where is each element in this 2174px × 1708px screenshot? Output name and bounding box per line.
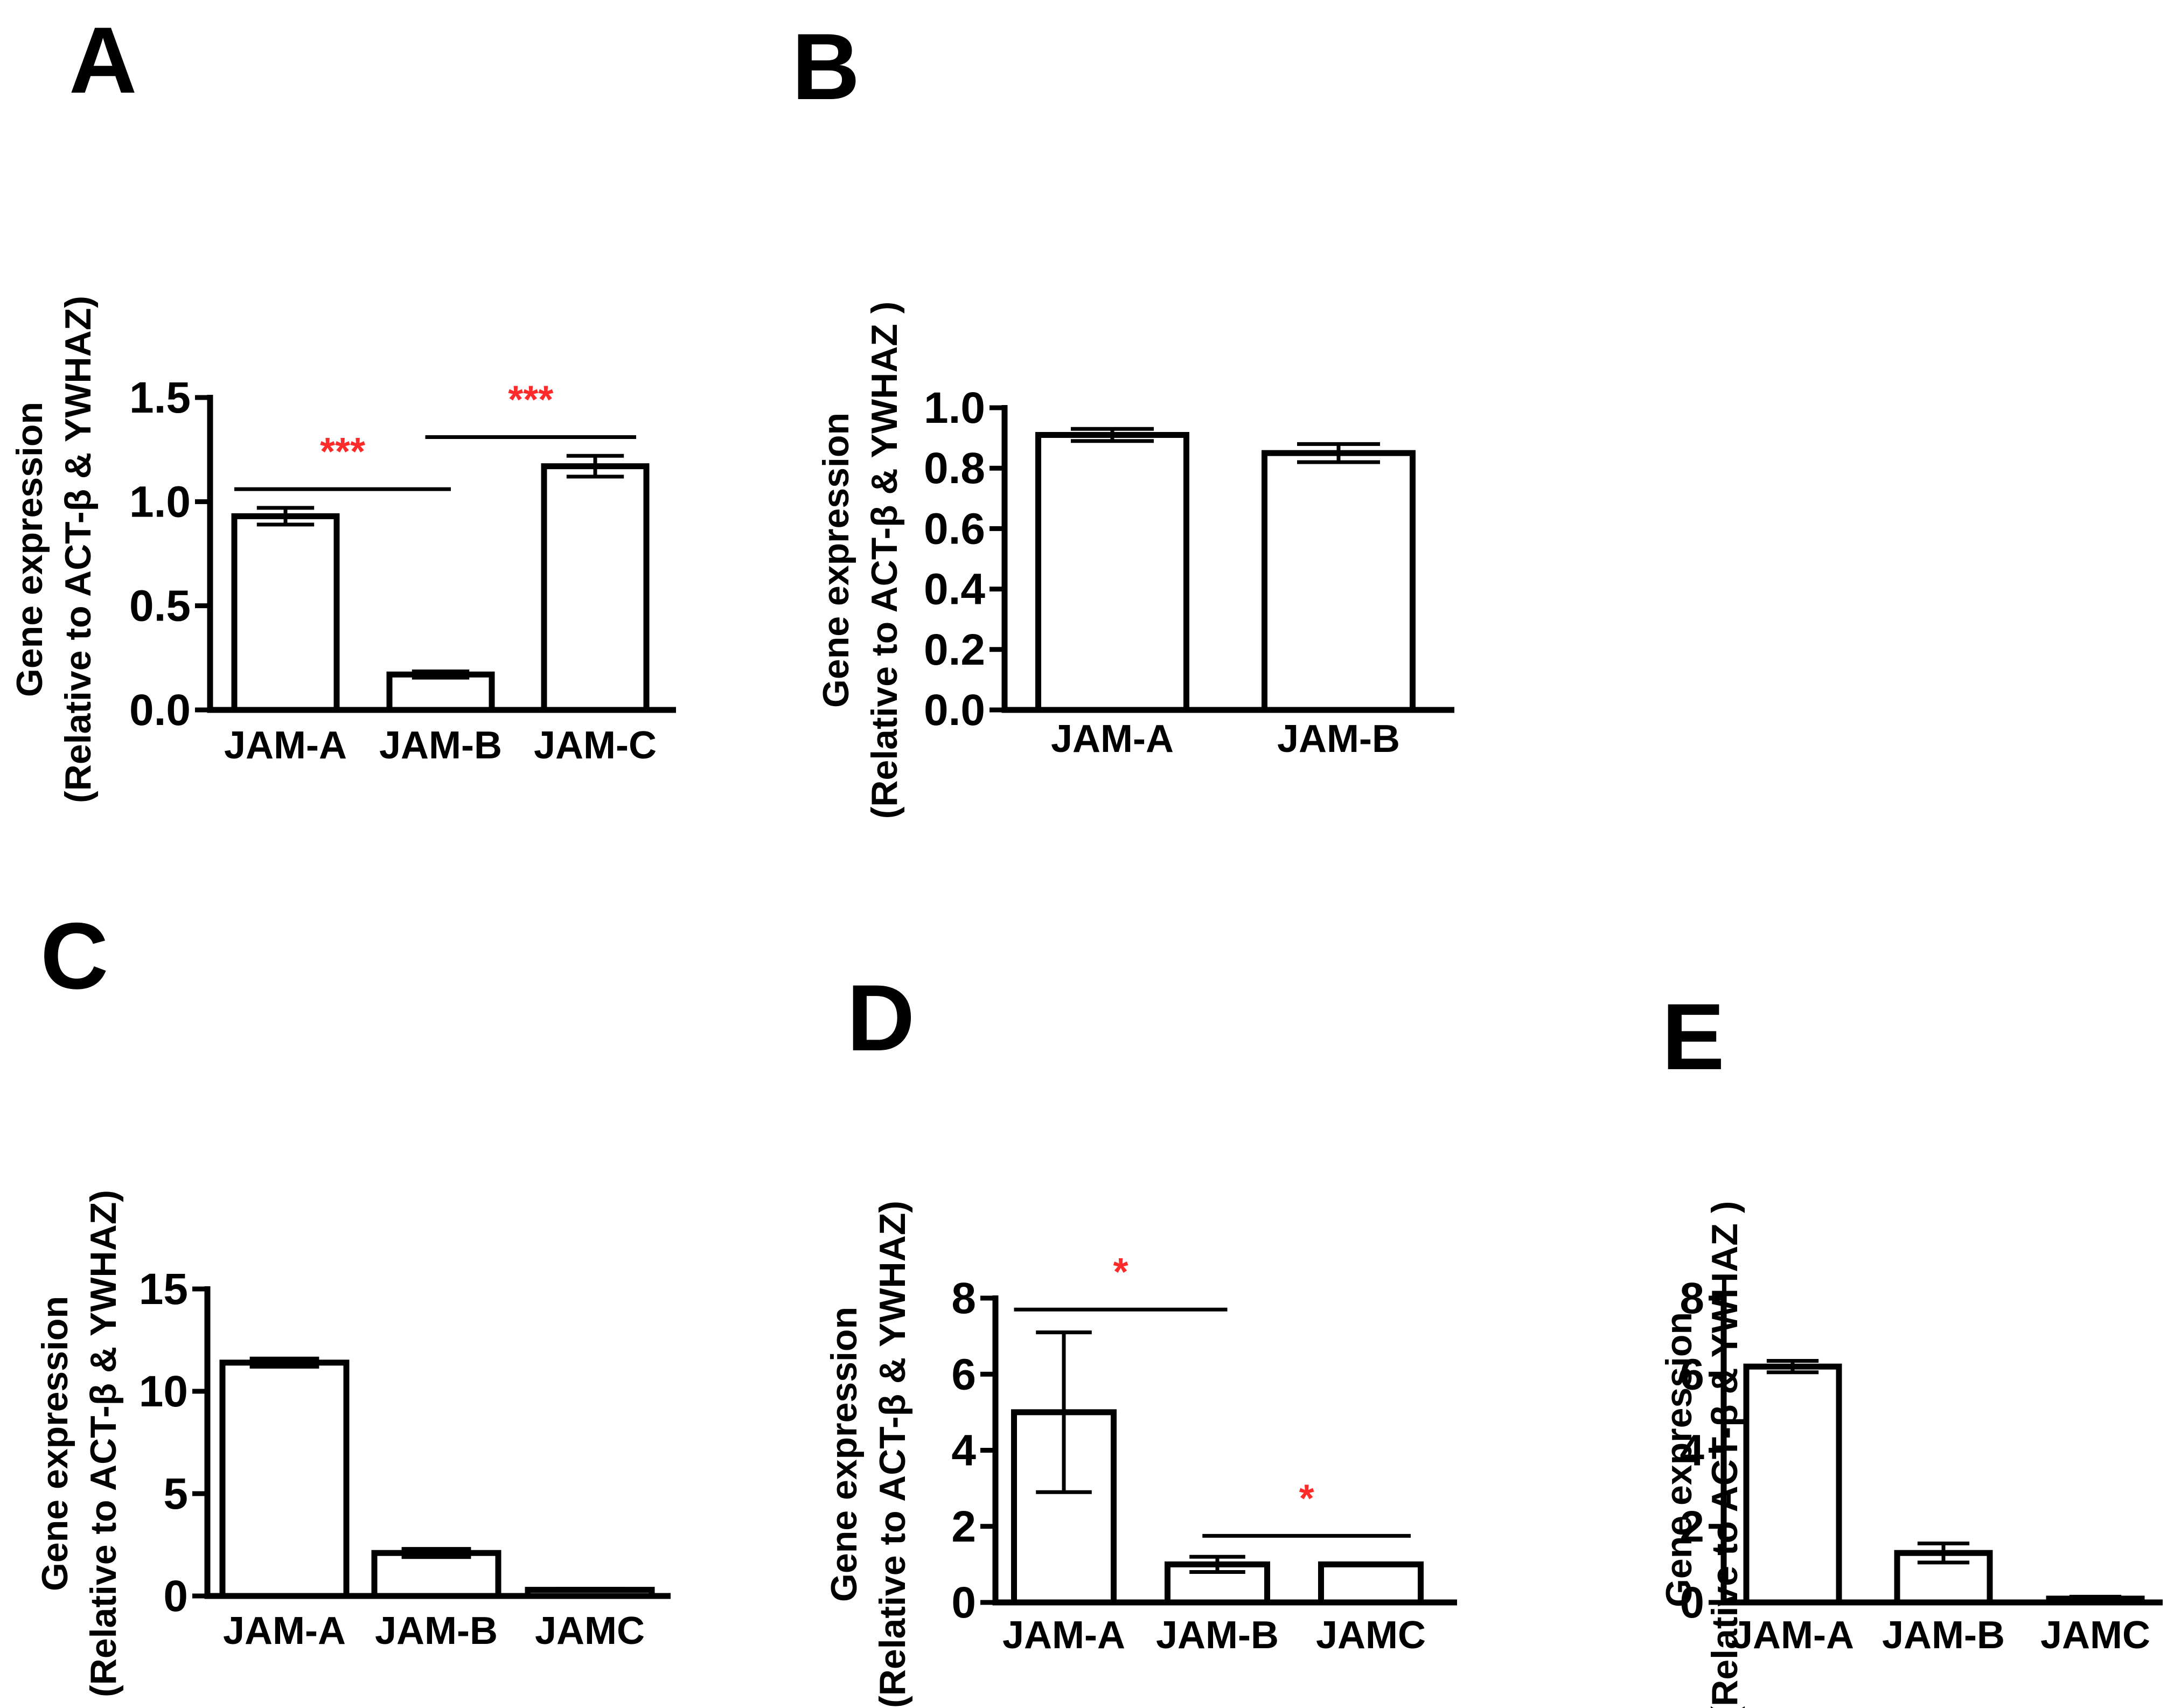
panel-letter-b: B	[792, 15, 860, 120]
y-tick-label: 0.2	[924, 625, 985, 674]
category-label: JAM-B	[375, 1609, 498, 1653]
bar	[541, 463, 650, 713]
chart-panel-a: 0.0 0.5 1.0 1.5 JAM-A JAM-B JAM-C *** *** Gene ex…	[9, 296, 676, 803]
y-tick-label: 0.8	[924, 444, 985, 493]
category-label: JAM-B	[379, 724, 502, 767]
bar	[1035, 431, 1189, 713]
y-tick-label: 0.6	[924, 504, 985, 553]
category-label: JAM-A	[1051, 717, 1174, 761]
significance-marker: ***	[508, 378, 553, 421]
category-label: JAM-A	[1731, 1614, 1854, 1657]
y-tick-label: 6	[1680, 1350, 1704, 1399]
category-label: JAM-A	[223, 1609, 346, 1653]
panel-letter-e: E	[1662, 985, 1725, 1090]
y-tick-label: 0.4	[924, 565, 985, 614]
chart-panel-b: 0.0 0.2 0.4 0.6 0.8 1.0 JAM-A JAM-B Gene express…	[816, 302, 1454, 819]
y-axis-label: Gene expression	[816, 413, 856, 708]
bar	[386, 671, 495, 713]
y-tick-label: 8	[951, 1274, 976, 1323]
y-tick-label: 0.5	[129, 582, 191, 631]
chart-panel-c: 0 5 10 15 JAM-A JAM-B JAMC Gene expression (Rela…	[34, 1190, 671, 1697]
y-tick-label: 8	[1680, 1274, 1704, 1323]
significance-marker: ***	[320, 430, 365, 473]
y-tick-label: 0.0	[129, 686, 191, 735]
y-axis-label: (Relative to ACT-β & YWHAZ)	[872, 1201, 913, 1708]
y-tick-label: 10	[139, 1367, 188, 1416]
bar	[219, 1360, 350, 1599]
y-tick-label: 0	[1680, 1578, 1704, 1627]
category-label: JAM-A	[1002, 1614, 1125, 1657]
bar	[371, 1550, 501, 1599]
bar	[231, 513, 340, 713]
chart-panel-d: 0 2 4 6 8 JAM-A JAM-B JAMC * * Gene expression (Rel…	[824, 1201, 1457, 1708]
y-axis-label: Gene expression	[34, 1296, 75, 1591]
y-tick-label: 2	[1680, 1502, 1704, 1551]
category-label: JAM-B	[1156, 1614, 1279, 1657]
y-tick-label: 15	[139, 1265, 188, 1314]
y-tick-label: 5	[163, 1469, 188, 1518]
y-axis-label: (Relative to ACT-β & YWHAZ)	[58, 296, 99, 803]
bar	[1318, 1561, 1424, 1606]
category-label: JAM-A	[224, 724, 347, 767]
y-tick-label: 4	[951, 1426, 976, 1475]
y-axis-label: (Relative to ACT-β & YWHAZ )	[1704, 1201, 1745, 1708]
category-label: JAM-B	[1277, 717, 1400, 761]
category-label: JAMC	[1316, 1614, 1426, 1657]
y-axis-label: (Relative to ACT-β & YWHAZ )	[864, 302, 905, 819]
y-axis-label: Gene expression	[1659, 1312, 1699, 1607]
significance-marker: *	[1299, 1477, 1314, 1520]
y-tick-label: 0	[951, 1578, 976, 1627]
y-axis-label: Gene expression	[824, 1307, 865, 1602]
panel-letter-c: C	[40, 904, 108, 1009]
y-tick-label: 6	[951, 1350, 976, 1399]
y-tick-label: 0	[163, 1572, 188, 1621]
category-label: JAMC	[535, 1609, 645, 1653]
y-axis-label: (Relative to ACT-β & YWHAZ)	[83, 1190, 124, 1697]
y-tick-label: 1.0	[129, 477, 191, 526]
y-axis-label: Gene expression	[9, 402, 50, 697]
bar	[1743, 1363, 1842, 1606]
panel-letter-d: D	[847, 966, 915, 1071]
y-tick-label: 4	[1680, 1426, 1704, 1475]
y-tick-label: 1.0	[924, 384, 985, 433]
significance-marker: *	[1113, 1251, 1128, 1294]
y-tick-label: 1.5	[129, 373, 191, 422]
category-label: JAM-B	[1882, 1614, 2005, 1657]
category-label: JAMC	[2040, 1614, 2150, 1657]
chart-panel-e: 0 2 4 6 8 JAM-A JAM-B JAMC Gene expression (Relat…	[1659, 1201, 2163, 1708]
category-label: JAM-C	[534, 724, 657, 767]
y-tick-label: 0.0	[924, 686, 985, 735]
bar	[1262, 450, 1416, 713]
y-tick-label: 2	[951, 1502, 976, 1551]
panel-letter-a: A	[69, 8, 137, 113]
